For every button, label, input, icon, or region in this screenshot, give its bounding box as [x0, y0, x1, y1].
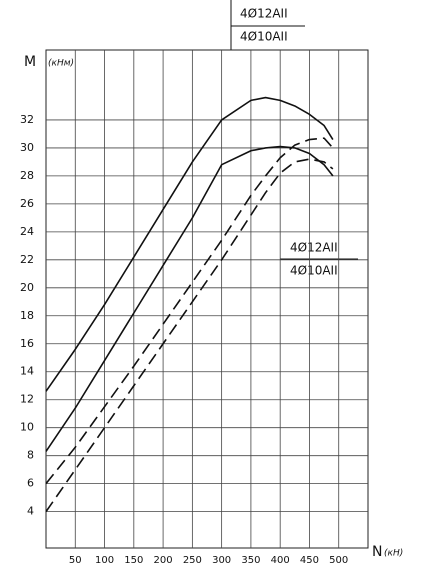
y-tick-label: 12 [20, 393, 34, 406]
annotation: 4Ø12AII [290, 241, 338, 255]
y-tick-label: 26 [20, 197, 34, 210]
plot-frame [45, 49, 369, 549]
x-unit: (кН) [384, 549, 403, 559]
y-tick-label: 14 [20, 365, 34, 378]
y-tick-label: 10 [20, 421, 34, 434]
data-line [45, 96, 334, 392]
y-label: M [24, 54, 36, 70]
x-tick-label: 250 [183, 555, 202, 566]
x-tick-label: 300 [212, 555, 231, 566]
x-label: N [372, 544, 382, 560]
y-tick-label: 6 [27, 477, 34, 490]
annotation: 4Ø10AII [290, 264, 338, 278]
x-tick-label: 50 [69, 555, 82, 566]
annotation: 4Ø10AII [240, 30, 288, 44]
y-tick-label: 28 [20, 169, 34, 182]
data-line [45, 145, 334, 452]
y-tick-label: 8 [27, 449, 34, 462]
x-tick-label: 500 [329, 555, 348, 566]
y-unit: (кНм) [48, 59, 74, 69]
y-tick-label: 30 [20, 141, 34, 154]
y-tick-label: 4 [27, 505, 34, 518]
x-tick-label: 150 [124, 555, 143, 566]
y-tick-label: 20 [20, 281, 34, 294]
y-tick-label: 16 [20, 337, 34, 350]
annotation: 4Ø12AII [240, 7, 288, 21]
y-tick-label: 32 [20, 113, 34, 126]
y-tick-label: 22 [20, 253, 34, 266]
x-tick-label: 100 [95, 555, 114, 566]
y-tick-label: 18 [20, 309, 34, 322]
data-line [45, 158, 334, 513]
x-tick-label: 350 [241, 555, 260, 566]
data-line [45, 137, 334, 485]
x-tick-label: 200 [154, 555, 173, 566]
x-tick-label: 450 [300, 555, 319, 566]
y-tick-label: 24 [20, 225, 34, 238]
x-tick-label: 400 [271, 555, 290, 566]
